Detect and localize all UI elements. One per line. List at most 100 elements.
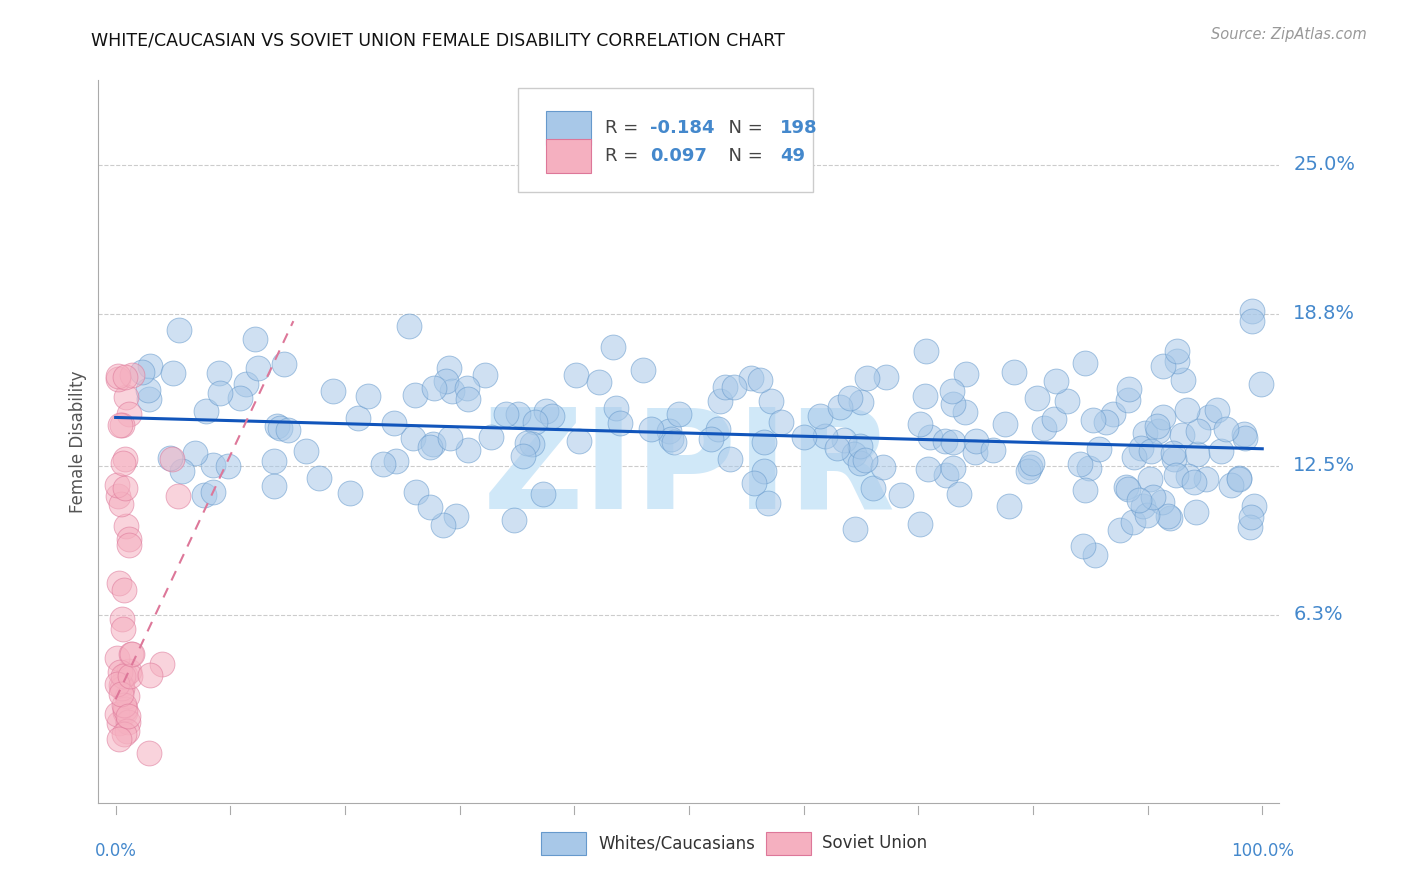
- Point: [1056, 393, 1078, 408]
- Point: [1074, 483, 1097, 497]
- Point: [1152, 359, 1174, 373]
- Point: [810, 409, 832, 423]
- Point: [849, 439, 872, 453]
- Point: [1182, 475, 1205, 490]
- Text: -0.184: -0.184: [650, 119, 714, 137]
- Point: [202, 458, 225, 472]
- Point: [1135, 426, 1157, 441]
- Point: [422, 436, 444, 450]
- Point: [875, 370, 897, 384]
- Point: [706, 422, 728, 436]
- Point: [1209, 444, 1232, 458]
- Point: [111, 417, 134, 432]
- Point: [953, 404, 976, 418]
- Point: [506, 407, 529, 421]
- Text: Whites/Caucasians: Whites/Caucasians: [598, 834, 755, 852]
- Point: [160, 452, 183, 467]
- Point: [115, 518, 138, 533]
- Point: [110, 687, 132, 701]
- Point: [112, 698, 135, 712]
- Point: [918, 430, 941, 444]
- Point: [419, 500, 441, 515]
- Point: [235, 377, 257, 392]
- Point: [107, 372, 129, 386]
- Point: [935, 467, 957, 482]
- Point: [105, 677, 128, 691]
- Point: [243, 332, 266, 346]
- Point: [749, 373, 772, 387]
- Point: [1175, 402, 1198, 417]
- Point: [138, 392, 160, 406]
- Text: 12.5%: 12.5%: [1294, 456, 1355, 475]
- Point: [1159, 511, 1181, 525]
- Point: [194, 403, 217, 417]
- Point: [872, 459, 894, 474]
- Point: [856, 371, 879, 385]
- Point: [440, 384, 463, 399]
- Point: [713, 380, 735, 394]
- Point: [942, 397, 965, 411]
- Point: [914, 344, 936, 359]
- Bar: [541, 831, 586, 855]
- Text: 0.097: 0.097: [650, 147, 707, 165]
- Point: [520, 437, 543, 451]
- Point: [914, 389, 936, 403]
- Point: [108, 576, 131, 591]
- Point: [512, 449, 534, 463]
- Point: [384, 454, 406, 468]
- Point: [568, 434, 591, 448]
- Point: [456, 381, 478, 395]
- Point: [339, 486, 361, 500]
- Point: [770, 415, 793, 429]
- Point: [1045, 375, 1067, 389]
- Point: [849, 456, 872, 470]
- Point: [1130, 441, 1153, 455]
- Point: [404, 388, 426, 402]
- Point: [112, 622, 135, 636]
- Point: [1088, 442, 1111, 456]
- Point: [167, 322, 190, 336]
- Point: [908, 517, 931, 532]
- Point: [849, 395, 872, 409]
- Point: [1185, 447, 1208, 461]
- Point: [534, 403, 557, 417]
- Text: WHITE/CAUCASIAN VS SOVIET UNION FEMALE DISABILITY CORRELATION CHART: WHITE/CAUCASIAN VS SOVIET UNION FEMALE D…: [91, 31, 786, 49]
- Text: R =: R =: [605, 119, 644, 137]
- Point: [602, 340, 624, 354]
- Point: [382, 416, 405, 430]
- Point: [1043, 412, 1066, 426]
- Bar: [546, 139, 591, 173]
- Point: [295, 444, 318, 458]
- Point: [273, 357, 295, 371]
- Point: [110, 678, 132, 692]
- Point: [709, 394, 731, 409]
- Point: [1233, 431, 1256, 445]
- Point: [605, 401, 627, 416]
- Point: [1002, 365, 1025, 379]
- Point: [524, 415, 547, 429]
- Point: [131, 365, 153, 379]
- Point: [838, 392, 860, 406]
- Point: [659, 432, 682, 446]
- Point: [166, 489, 188, 503]
- Text: 25.0%: 25.0%: [1294, 155, 1355, 174]
- Point: [1206, 403, 1229, 417]
- Point: [752, 434, 775, 449]
- Point: [1147, 424, 1170, 438]
- Point: [139, 359, 162, 373]
- Point: [1187, 425, 1209, 439]
- Point: [112, 582, 135, 597]
- Point: [662, 434, 685, 449]
- Point: [110, 417, 132, 432]
- Point: [640, 422, 662, 436]
- Text: 18.8%: 18.8%: [1294, 304, 1355, 324]
- Point: [1152, 410, 1174, 425]
- Point: [247, 360, 270, 375]
- Point: [1150, 495, 1173, 509]
- Point: [322, 384, 344, 399]
- Point: [1146, 418, 1168, 433]
- Point: [118, 407, 141, 421]
- Point: [1240, 314, 1263, 328]
- Point: [1177, 469, 1199, 483]
- Point: [1116, 393, 1139, 408]
